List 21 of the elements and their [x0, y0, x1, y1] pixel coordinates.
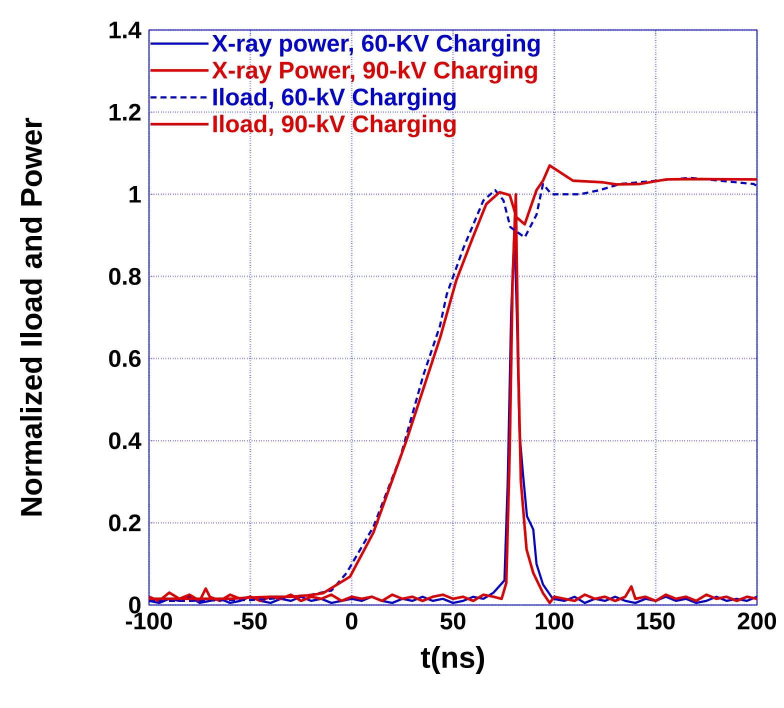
x-tick-label: -100 [126, 612, 172, 630]
y-tick-label: 0 [129, 596, 140, 614]
y-tick-label: 1 [130, 186, 141, 203]
y-tick-label: 0.6 [109, 350, 141, 368]
y-tick-label: 0.2 [109, 514, 141, 532]
x-tick-label: 200 [738, 612, 776, 630]
y-tick-label: 1.4 [110, 22, 142, 38]
y-tick-label: 1.2 [110, 104, 141, 121]
x-tick-label: 100 [536, 612, 574, 630]
y-tick-label: 0.8 [109, 268, 141, 285]
legend-label: X-ray power, 60-KV Charging [212, 34, 540, 57]
x-tick-label: 0 [346, 612, 358, 630]
legend-label: X-ray Power, 90-kV Charging [212, 61, 537, 84]
legend-label: Iload, 90-kV Charging [213, 114, 456, 138]
x-axis-title: t(ns) [420, 646, 484, 674]
x-tick-label: -50 [234, 612, 267, 630]
y-axis-title: Normalized Iload and Power [20, 118, 42, 516]
legend-label: Iload, 60-kV Charging [213, 88, 456, 110]
x-tick-label: 50 [440, 612, 466, 630]
y-tick-label: 0.4 [109, 432, 142, 450]
x-tick-label: 150 [637, 612, 675, 630]
